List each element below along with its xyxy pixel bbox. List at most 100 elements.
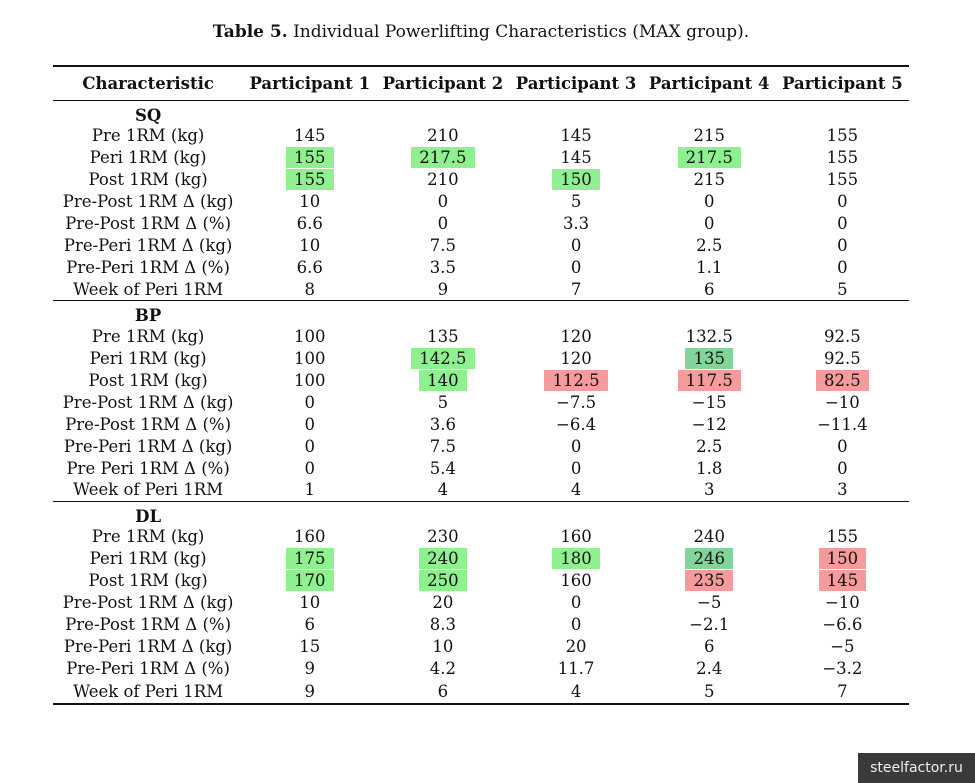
value-cell: 132.5 [643,325,776,347]
cell-value: −5 [697,593,722,612]
cell-value: 9 [437,279,449,299]
value-cell: 0 [510,257,643,279]
value-cell: 0 [643,213,776,235]
row-label: Week of Peri 1RM [73,279,224,299]
value-cell: 1.8 [643,457,776,479]
value-cell: 240 [376,548,509,570]
empty-cell [775,500,909,526]
caption-label: Table 5. [212,22,288,42]
row-label: Peri 1RM (kg) [89,549,207,568]
cell-value: 0 [437,192,449,211]
cell-value: 0 [570,458,582,478]
value-cell: 4 [509,679,643,705]
header-cell: Participant 2 [376,65,510,101]
cell-value: 1 [304,480,316,500]
table-row: Pre-Peri 1RM Δ (%) 6.6 3.5 0 1.1 0 [53,257,909,279]
cell-value: 92.5 [824,348,861,368]
cell-value: 0 [703,214,715,233]
value-cell: 160 [243,526,376,548]
header-cell: Characteristic [53,65,244,101]
cell-value: 120 [560,348,592,368]
value-cell: 142.5 [376,347,509,369]
value-cell: 8.3 [376,614,509,636]
cell-value: 145 [294,126,326,145]
cell-value: −2.1 [689,615,730,634]
value-cell: 5 [376,391,509,413]
row-label: Post 1RM (kg) [88,170,208,189]
value-cell: 145 [243,125,376,147]
value-cell: 6 [643,279,776,301]
value-cell: 82.5 [776,369,909,391]
cell-value: 6.6 [296,214,323,233]
value-cell: 0 [776,213,909,235]
cell-value: 120 [560,326,592,346]
cell-value: 132.5 [685,326,733,346]
empty-cell [642,300,776,325]
cell-value: 135 [427,326,459,346]
cell-value: 4 [437,480,449,500]
value-cell: 0 [376,213,509,235]
cell-value: 0 [837,258,848,277]
value-cell: 5 [642,679,776,705]
empty-cell [376,100,509,125]
value-cell: 7 [510,279,643,301]
table-caption: Table 5. Individual Powerlifting Charact… [0,21,962,43]
empty-cell [376,500,510,526]
highlighted-value: 175 [286,548,334,569]
cell-value: 8 [304,279,316,299]
value-cell: 155 [776,526,909,548]
value-cell: −2.1 [643,614,776,636]
value-cell: 0 [510,435,643,457]
cell-value: 0 [837,436,848,456]
header-cell: Participant 4 [642,65,776,101]
row-label: Pre-Peri 1RM Δ (kg) [63,637,233,656]
value-cell: 215 [643,169,776,191]
highlighted-value: 180 [552,548,600,569]
value-cell: 140 [376,369,509,391]
row-label: Pre-Post 1RM Δ (kg) [62,593,234,612]
value-cell: −12 [643,413,776,435]
cell-value: 0 [837,192,848,211]
highlighted-value: 235 [685,570,733,591]
highlighted-value: 135 [685,347,733,369]
row-label: Pre-Peri 1RM Δ (kg) [63,436,233,456]
value-cell: −3.2 [776,658,909,680]
value-cell: 0 [243,413,376,435]
cell-value: 0 [703,192,715,211]
cell-value: −6.6 [822,615,863,634]
value-cell: 0 [510,235,643,257]
table-body: SQ Pre 1RM (kg) 145 210 145 215 155 Peri 1RM (k… [53,100,909,705]
value-cell: 6 [243,614,376,636]
cell-value: 9 [304,659,316,678]
value-cell: 10 [243,592,376,614]
value-cell: 160 [510,570,643,592]
value-cell: 7.5 [376,235,509,257]
value-cell: 117.5 [643,369,776,391]
cell-value: −11.4 [817,414,868,434]
value-cell: 10 [243,235,376,257]
value-cell: 135 [376,325,509,347]
row-label: Pre-Post 1RM Δ (kg) [62,392,234,412]
highlighted-value: 240 [419,548,467,569]
cell-value: 11.7 [557,659,595,678]
cell-value: −15 [691,392,727,412]
value-cell: 7 [775,679,909,705]
value-cell: 8 [243,279,376,301]
row-label: Week of Peri 1RM [53,679,244,705]
table-row: Week of Peri 1RM 8 9 7 6 5 [53,279,909,301]
value-cell: 5.4 [376,457,509,479]
value-cell: 6.6 [243,257,376,279]
value-cell: 9 [243,658,376,680]
table-row: Post 1RM (kg) 100 140 112.5 117.5 82.5 [53,369,909,391]
value-cell: 0 [776,191,909,213]
cell-value: 4 [570,681,582,701]
table-row: Pre 1RM (kg) 145 210 145 215 155 [53,125,909,147]
cell-value: 100 [294,370,326,390]
value-cell: 4.2 [376,658,509,680]
value-cell: 7.5 [376,435,509,457]
section-title: DL [53,500,244,526]
cell-value: 3.3 [562,214,590,233]
cell-value: 8.3 [429,615,457,634]
cell-value: 92.5 [824,326,861,346]
value-cell: 1.1 [643,257,776,279]
